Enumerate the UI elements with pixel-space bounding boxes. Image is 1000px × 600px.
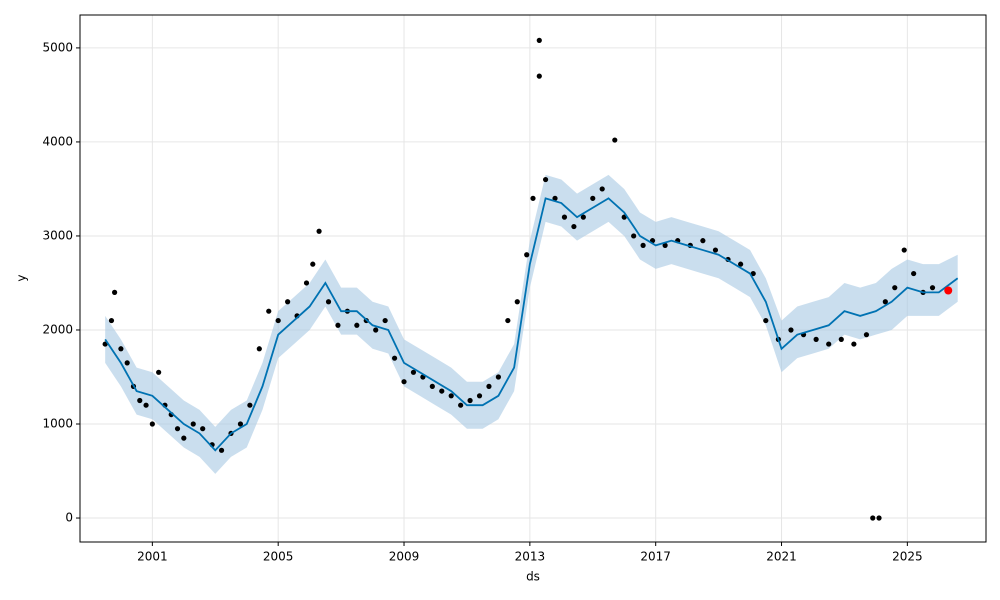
observed-point	[838, 336, 844, 342]
observed-point	[552, 195, 558, 201]
observed-point	[476, 393, 483, 399]
x-tick-label: 2025	[892, 550, 923, 564]
observed-point	[174, 426, 181, 432]
observed-point	[181, 435, 187, 441]
observed-point	[124, 360, 130, 366]
y-tick-label: 4000	[42, 134, 73, 148]
observed-point	[112, 289, 118, 295]
observed-point	[303, 280, 310, 286]
observed-point	[788, 327, 794, 333]
observed-point	[137, 397, 143, 404]
observed-point	[536, 37, 542, 43]
observed-point	[876, 515, 882, 521]
observed-point	[439, 388, 445, 394]
observed-point	[486, 383, 492, 389]
y-tick-label: 1000	[42, 417, 73, 431]
observed-point	[640, 242, 646, 248]
observed-point	[590, 195, 596, 201]
observed-point	[118, 346, 124, 352]
observed-point	[571, 223, 577, 230]
observed-point	[826, 341, 832, 347]
observed-point	[200, 426, 206, 432]
observed-point	[750, 270, 756, 277]
observed-point	[599, 186, 605, 192]
observed-point	[561, 214, 568, 220]
latest-point	[944, 286, 953, 295]
observed-point	[700, 238, 706, 244]
plot-frame	[79, 14, 987, 543]
observed-point	[316, 228, 322, 234]
x-tick-label: 2005	[263, 550, 294, 564]
y-axis-label: y	[15, 274, 29, 281]
observed-point	[429, 383, 435, 389]
x-tick-label: 2001	[137, 550, 168, 564]
observed-point	[458, 402, 464, 408]
x-tick-label: 2013	[515, 550, 546, 564]
observed-point	[536, 73, 542, 79]
observed-point	[929, 285, 936, 291]
observed-point	[662, 242, 668, 248]
observed-point	[763, 317, 769, 324]
observed-point	[335, 322, 341, 328]
observed-point	[285, 299, 291, 305]
uncertainty-band	[105, 174, 958, 474]
x-tick-label: 2009	[389, 550, 420, 564]
observed-point	[266, 308, 272, 314]
observed-point	[237, 421, 244, 427]
observed-point	[851, 341, 857, 347]
observed-point	[190, 421, 196, 427]
observed-point	[505, 317, 511, 324]
observed-point	[218, 447, 225, 453]
forecast-line	[104, 197, 959, 452]
observed-point	[149, 421, 155, 427]
observed-point	[256, 346, 262, 352]
y-tick-label: 0	[65, 511, 73, 525]
observed-point	[870, 515, 876, 521]
observed-point	[863, 332, 870, 338]
observed-point	[247, 402, 253, 408]
observed-point	[382, 317, 388, 324]
observed-point	[467, 397, 473, 404]
observed-point	[108, 317, 115, 324]
observed-point	[901, 247, 907, 253]
observed-point	[882, 299, 888, 305]
observed-point	[448, 393, 454, 399]
observed-point	[712, 247, 719, 253]
observed-point	[373, 327, 379, 333]
observed-point	[911, 270, 917, 277]
observed-point	[410, 369, 417, 375]
observed-point	[143, 402, 149, 408]
y-tick-label: 2000	[42, 322, 73, 336]
x-tick-label: 2017	[640, 550, 671, 564]
observed-point	[530, 195, 536, 201]
observed-point	[514, 299, 520, 305]
observed-point	[156, 369, 162, 375]
observed-point	[524, 252, 530, 258]
observed-point	[354, 322, 360, 328]
observed-point	[612, 137, 618, 143]
observed-point	[580, 214, 586, 220]
observed-point	[813, 336, 819, 342]
observed-point	[738, 261, 744, 267]
x-axis-label: ds	[526, 570, 540, 584]
observed-point	[310, 261, 316, 267]
y-tick-label: 3000	[42, 228, 73, 242]
observed-point	[275, 317, 281, 324]
observed-point	[325, 299, 332, 305]
x-tick-label: 2021	[766, 550, 797, 564]
observed-point	[542, 176, 549, 183]
observed-point	[495, 374, 501, 380]
observed-point	[401, 379, 407, 385]
y-tick-label: 5000	[42, 40, 73, 54]
observed-point	[892, 285, 898, 291]
observed-point	[391, 355, 398, 361]
observed-point	[631, 233, 637, 239]
